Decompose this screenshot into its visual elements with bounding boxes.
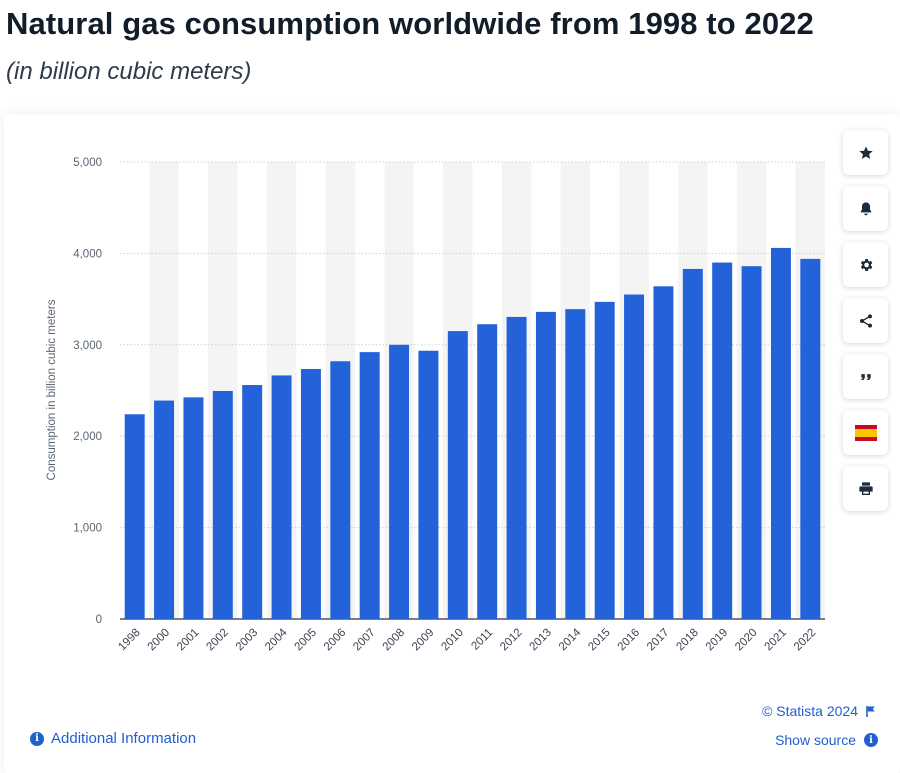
x-tick-label: 2003 (234, 627, 261, 654)
bar[interactable] (741, 266, 762, 619)
bar[interactable] (124, 414, 145, 619)
x-tick-label: 2017 (645, 627, 672, 654)
star-icon (858, 145, 873, 159)
x-tick-label: 2010 (439, 627, 466, 654)
cite-button[interactable] (843, 354, 888, 399)
x-tick-label: 2007 (351, 627, 378, 654)
bar[interactable] (359, 352, 380, 619)
x-tick-label: 2021 (762, 627, 789, 654)
x-tick-label: 1998 (116, 627, 143, 654)
info-icon: i (30, 731, 44, 746)
copyright-link[interactable]: © Statista 2024 (762, 703, 876, 719)
x-tick-label: 2015 (586, 627, 613, 654)
bar[interactable] (653, 286, 674, 619)
x-tick-label: 2012 (498, 627, 525, 654)
y-tick-label: 4,000 (73, 248, 102, 260)
flag-icon (866, 705, 875, 717)
x-tick-label: 2011 (469, 627, 495, 653)
y-axis-label: Consumption in billion cubic meters (46, 299, 58, 480)
quote-icon (860, 373, 871, 380)
x-tick-label: 2016 (616, 627, 643, 654)
x-tick-label: 2020 (733, 627, 760, 654)
y-tick-label: 3,000 (73, 340, 102, 352)
bar[interactable] (418, 350, 439, 619)
printer-icon (858, 481, 873, 495)
notification-button[interactable] (843, 186, 888, 231)
y-tick-label: 0 (96, 614, 102, 626)
bar[interactable] (183, 397, 204, 619)
info-icon: i (864, 733, 878, 747)
copyright-text: © Statista 2024 (762, 703, 858, 719)
bell-icon (860, 201, 871, 215)
bar[interactable] (682, 268, 703, 619)
x-tick-label: 2013 (527, 627, 554, 654)
share-icon (859, 313, 872, 328)
bar[interactable] (300, 369, 321, 619)
x-tick-label: 2006 (322, 627, 349, 654)
bar[interactable] (389, 344, 410, 619)
print-button[interactable] (843, 466, 888, 511)
y-tick-label: 2,000 (73, 431, 102, 443)
x-tick-label: 2002 (204, 627, 231, 654)
bar[interactable] (565, 309, 586, 619)
bar[interactable] (770, 247, 791, 619)
show-source-link[interactable]: Show source i (775, 732, 878, 748)
language-button[interactable] (843, 410, 888, 455)
bar[interactable] (712, 262, 733, 619)
bar[interactable] (242, 385, 263, 619)
favorite-button[interactable] (843, 130, 888, 175)
x-tick-label: 2019 (704, 627, 731, 654)
gear-icon (860, 258, 872, 271)
bar[interactable] (594, 301, 615, 619)
x-tick-label: 2000 (146, 627, 173, 654)
x-tick-label: 2004 (263, 626, 290, 653)
bar[interactable] (800, 258, 821, 619)
bar[interactable] (535, 311, 556, 619)
x-tick-label: 2001 (175, 627, 202, 654)
additional-information-label: Additional Information (51, 730, 197, 747)
x-tick-label: 2018 (674, 627, 701, 654)
bar[interactable] (271, 375, 292, 619)
bar[interactable] (506, 316, 527, 619)
x-tick-label: 2014 (557, 626, 584, 653)
additional-information-link[interactable]: i Additional Information (30, 730, 196, 747)
spain-flag-icon (854, 424, 877, 441)
share-button[interactable] (843, 298, 888, 343)
x-tick-label: 2009 (410, 627, 437, 654)
chart-title: Natural gas consumption worldwide from 1… (6, 6, 814, 41)
bar[interactable] (624, 294, 645, 619)
x-tick-label: 2022 (792, 627, 819, 654)
bar[interactable] (477, 324, 498, 619)
show-source-text: Show source (775, 732, 856, 748)
y-tick-label: 1,000 (73, 523, 102, 535)
chart-subtitle: (in billion cubic meters) (6, 58, 252, 85)
bar[interactable] (447, 331, 468, 619)
bar[interactable] (330, 361, 351, 619)
bar[interactable] (212, 390, 233, 619)
settings-button[interactable] (843, 242, 888, 287)
x-tick-label: 2005 (292, 627, 319, 654)
bar[interactable] (154, 400, 175, 619)
x-tick-label: 2008 (381, 627, 408, 654)
y-tick-label: 5,000 (73, 157, 102, 169)
